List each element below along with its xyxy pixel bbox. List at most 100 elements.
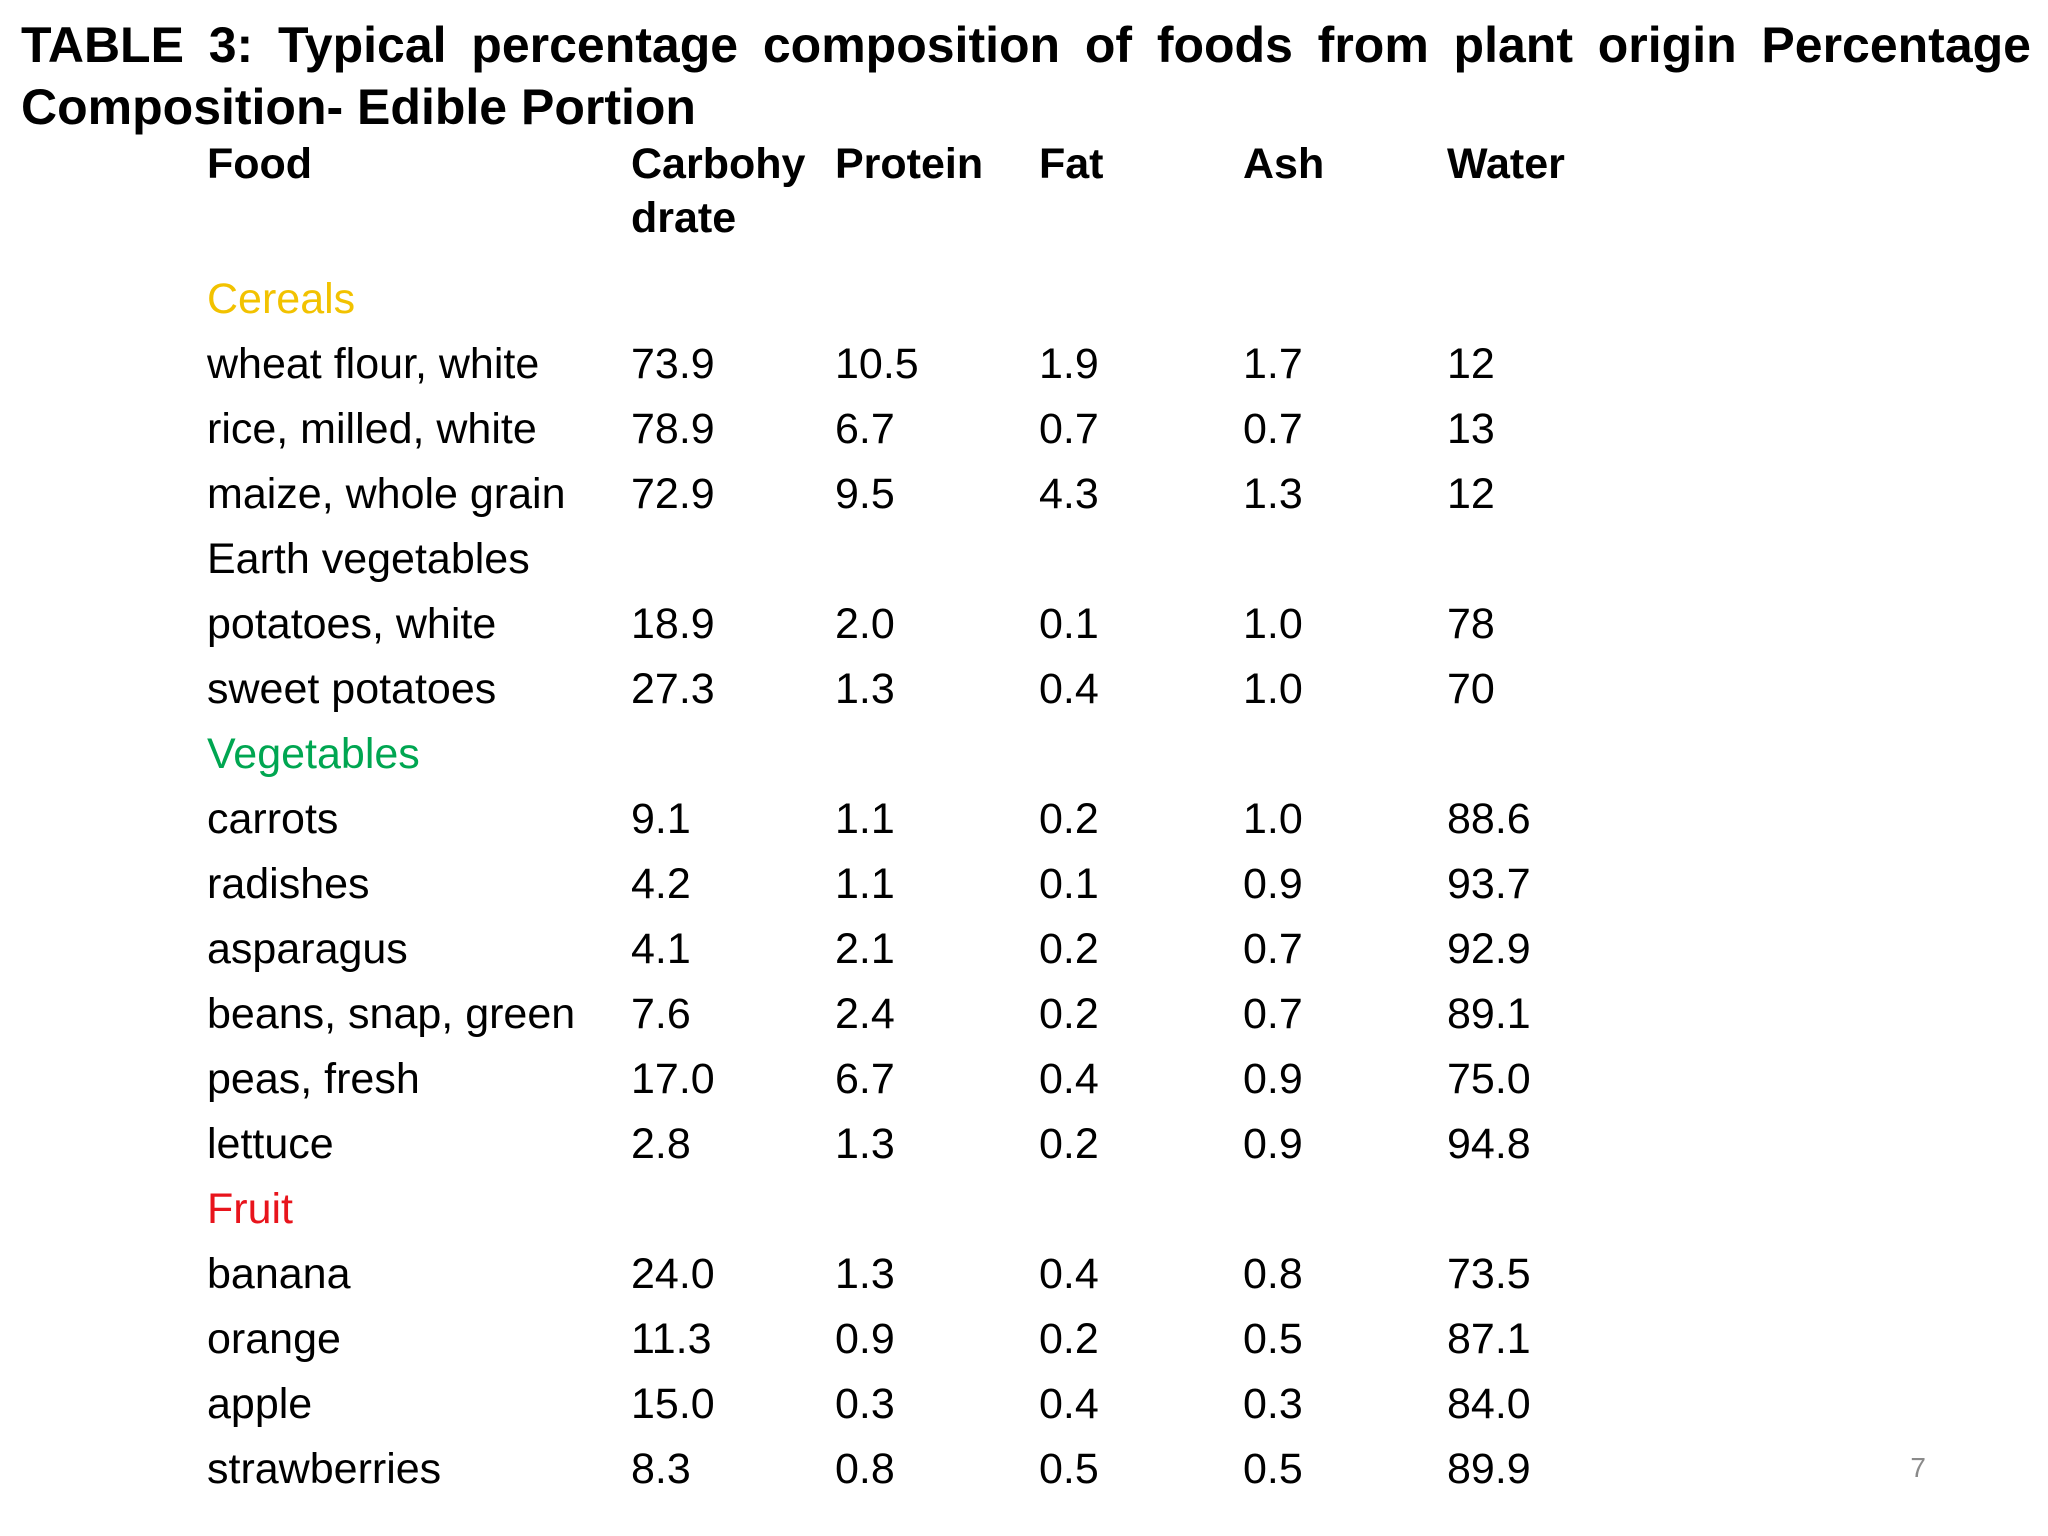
category-row: Vegetables (207, 722, 1651, 787)
water-value: 78 (1447, 600, 1495, 648)
food-name: wheat flour, white (207, 340, 540, 388)
water-value: 87.1 (1447, 1315, 1531, 1363)
water-value: 75.0 (1447, 1055, 1531, 1103)
water-value: 89.9 (1447, 1445, 1531, 1493)
table-row: orange 11.3 0.9 0.2 0.5 87.1 (207, 1307, 1651, 1372)
carbohydrate-value: 4.1 (631, 925, 691, 973)
protein-value: 10.5 (835, 340, 919, 388)
ash-value: 0.5 (1243, 1315, 1303, 1363)
header-fat: Fat (1039, 140, 1104, 188)
protein-value: 6.7 (835, 405, 895, 453)
water-value: 73.5 (1447, 1250, 1531, 1298)
ash-value: 0.5 (1243, 1445, 1303, 1493)
header-carbohydrate-label: Carbohy drate (631, 140, 806, 242)
carbohydrate-value: 24.0 (631, 1250, 715, 1298)
fat-value: 0.4 (1039, 1250, 1099, 1298)
table-row: peas, fresh 17.0 6.7 0.4 0.9 75.0 (207, 1047, 1651, 1112)
fat-value: 0.2 (1039, 925, 1099, 973)
protein-value: 1.3 (835, 665, 895, 713)
table-row: rice, milled, white 78.9 6.7 0.7 0.7 13 (207, 397, 1651, 462)
table-row: radishes 4.2 1.1 0.1 0.9 93.7 (207, 852, 1651, 917)
food-name: carrots (207, 795, 339, 843)
fat-value: 1.9 (1039, 340, 1099, 388)
ash-value: 0.9 (1243, 1120, 1303, 1168)
ash-value: 1.0 (1243, 665, 1303, 713)
header-row: Food Carbohy drate Protein Fat Ash Water (207, 137, 1651, 267)
water-value: 94.8 (1447, 1120, 1531, 1168)
fat-value: 0.1 (1039, 600, 1099, 648)
water-value: 13 (1447, 405, 1495, 453)
protein-value: 1.3 (835, 1120, 895, 1168)
carbohydrate-value: 27.3 (631, 665, 715, 713)
category-row: Earth vegetables (207, 527, 1651, 592)
water-value: 92.9 (1447, 925, 1531, 973)
protein-value: 9.5 (835, 470, 895, 518)
fat-value: 0.4 (1039, 1380, 1099, 1428)
composition-table: Food Carbohy drate Protein Fat Ash Water… (207, 137, 1651, 1502)
protein-value: 6.7 (835, 1055, 895, 1103)
table-row: asparagus 4.1 2.1 0.2 0.7 92.9 (207, 917, 1651, 982)
table-row: strawberries 8.3 0.8 0.5 0.5 89.9 (207, 1437, 1651, 1502)
fat-value: 0.2 (1039, 1120, 1099, 1168)
food-name: strawberries (207, 1445, 442, 1493)
fat-value: 0.4 (1039, 665, 1099, 713)
table-row: potatoes, white 18.9 2.0 0.1 1.0 78 (207, 592, 1651, 657)
carbohydrate-value: 9.1 (631, 795, 691, 843)
food-name: apple (207, 1380, 313, 1428)
table-row: wheat flour, white 73.9 10.5 1.9 1.7 12 (207, 332, 1651, 397)
carbohydrate-value: 17.0 (631, 1055, 715, 1103)
header-ash: Ash (1243, 140, 1325, 188)
ash-value: 0.7 (1243, 990, 1303, 1038)
category-cereals: Cereals (207, 275, 356, 323)
carbohydrate-value: 4.2 (631, 860, 691, 908)
carbohydrate-value: 72.9 (631, 470, 715, 518)
page-number: 7 (1910, 1452, 1926, 1483)
header-food: Food (207, 140, 313, 188)
ash-value: 0.9 (1243, 860, 1303, 908)
food-name: peas, fresh (207, 1055, 420, 1103)
protein-value: 2.4 (835, 990, 895, 1038)
water-value: 89.1 (1447, 990, 1531, 1038)
food-name: beans, snap, green (207, 990, 576, 1038)
table-row: maize, whole grain 72.9 9.5 4.3 1.3 12 (207, 462, 1651, 527)
protein-value: 0.8 (835, 1445, 895, 1493)
food-name: rice, milled, white (207, 405, 537, 453)
category-row: Cereals (207, 267, 1651, 332)
fat-value: 0.1 (1039, 860, 1099, 908)
water-value: 12 (1447, 340, 1495, 388)
carbohydrate-value: 73.9 (631, 340, 715, 388)
protein-value: 1.3 (835, 1250, 895, 1298)
protein-value: 0.9 (835, 1315, 895, 1363)
fat-value: 4.3 (1039, 470, 1099, 518)
table-row: banana 24.0 1.3 0.4 0.8 73.5 (207, 1242, 1651, 1307)
fat-value: 0.2 (1039, 990, 1099, 1038)
protein-value: 1.1 (835, 795, 895, 843)
food-name: banana (207, 1250, 351, 1298)
ash-value: 0.7 (1243, 925, 1303, 973)
fat-value: 0.2 (1039, 1315, 1099, 1363)
protein-value: 1.1 (835, 860, 895, 908)
ash-value: 0.9 (1243, 1055, 1303, 1103)
food-name: sweet potatoes (207, 665, 497, 713)
category-earth-vegetables: Earth vegetables (207, 535, 530, 583)
category-row: Fruit (207, 1177, 1651, 1242)
water-value: 84.0 (1447, 1380, 1531, 1428)
food-name: potatoes, white (207, 600, 497, 648)
water-value: 93.7 (1447, 860, 1531, 908)
water-value: 70 (1447, 665, 1495, 713)
header-water: Water (1447, 140, 1565, 188)
carbohydrate-value: 11.3 (631, 1315, 712, 1363)
table-row: lettuce 2.8 1.3 0.2 0.9 94.8 (207, 1112, 1651, 1177)
fat-value: 0.2 (1039, 795, 1099, 843)
protein-value: 2.0 (835, 600, 895, 648)
food-name: asparagus (207, 925, 408, 973)
carbohydrate-value: 2.8 (631, 1120, 691, 1168)
food-name: radishes (207, 860, 370, 908)
table-row: sweet potatoes 27.3 1.3 0.4 1.0 70 (207, 657, 1651, 722)
category-vegetables: Vegetables (207, 730, 420, 778)
carbohydrate-value: 8.3 (631, 1445, 691, 1493)
food-name: lettuce (207, 1120, 334, 1168)
category-fruit: Fruit (207, 1185, 293, 1233)
ash-value: 0.3 (1243, 1380, 1303, 1428)
table-row: beans, snap, green 7.6 2.4 0.2 0.7 89.1 (207, 982, 1651, 1047)
